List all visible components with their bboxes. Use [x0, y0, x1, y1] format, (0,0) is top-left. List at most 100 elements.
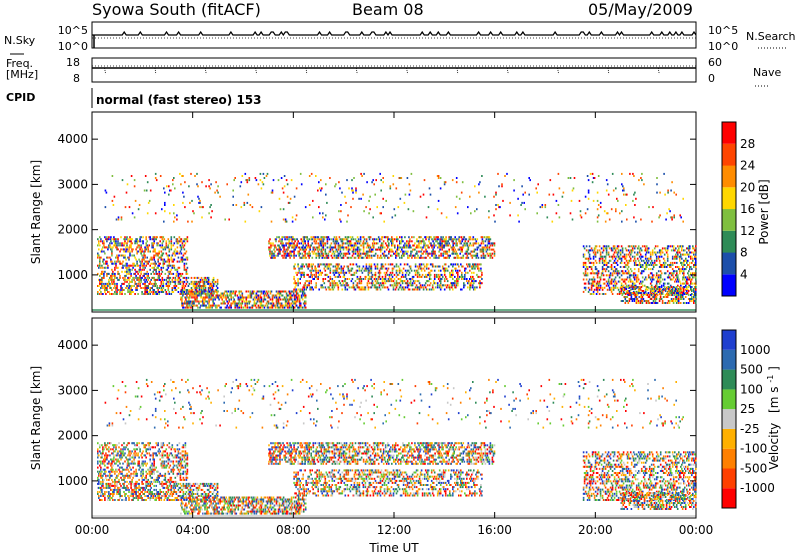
scatter-cell: [322, 238, 325, 241]
scatter-cell: [122, 276, 124, 279]
scatter-cell: [428, 246, 430, 249]
scatter-cell: [457, 284, 459, 287]
scatter-cell: [669, 278, 672, 281]
scatter-cell: [658, 255, 661, 258]
scatter-cell: [403, 280, 406, 283]
scatter-cell: [604, 293, 607, 295]
scatter-cell: [368, 248, 371, 251]
scatter-cell: [656, 251, 659, 254]
scatter-cell: [583, 261, 586, 264]
scatter-cell: [179, 278, 182, 281]
scatter-cell: [121, 291, 123, 293]
scatter-cell: [482, 242, 485, 245]
scatter-cell: [220, 292, 222, 295]
scatter-cell: [103, 250, 105, 253]
scatter-cell: [656, 290, 659, 293]
scatter-cell: [675, 298, 678, 300]
scatter-cell: [211, 293, 214, 295]
scatter-cell: [332, 246, 335, 249]
scatter-cell: [174, 282, 177, 285]
scatter-cell: [664, 272, 667, 275]
scatter-cell: [399, 263, 402, 266]
scatter-cell: [439, 246, 441, 249]
scatter-cell: [328, 288, 331, 291]
scatter-cell: [471, 267, 473, 270]
scatter-cell: [636, 274, 639, 277]
scatter-cell: [616, 272, 619, 275]
scatter-cell: [629, 268, 632, 271]
scatter-cell: [131, 268, 133, 271]
scatter-cell: [637, 270, 640, 273]
scatter-cell: [299, 248, 301, 251]
scatter-cell: [615, 261, 618, 264]
scatter-cell: [404, 269, 407, 272]
scatter-cell: [145, 278, 147, 281]
scatter-cell: [269, 246, 271, 249]
scatter-cell: [396, 273, 399, 276]
scatter-cell: [624, 257, 627, 260]
scatter-cell: [180, 258, 183, 261]
scatter-cell: [144, 293, 146, 295]
scatter-cell: [178, 260, 181, 263]
scatter-cell: [491, 256, 494, 259]
scatter-cell: [250, 292, 253, 295]
scatter-cell: [674, 261, 676, 264]
scatter-cell: [400, 246, 402, 249]
scatter-cell: [157, 276, 159, 279]
scatter-cell: [269, 252, 271, 255]
scatter-cell: [114, 238, 116, 241]
scatter-cell: [358, 288, 361, 291]
scatter-cell: [431, 265, 434, 268]
scatter-cell: [292, 246, 294, 249]
power-scatter: [92, 172, 697, 311]
scatter-cell: [194, 287, 197, 289]
scatter-cell: [422, 286, 425, 289]
scatter-cell: [682, 278, 684, 281]
scatter-cell: [122, 254, 124, 257]
scatter-cell: [461, 273, 463, 276]
scatter-cell: [301, 263, 303, 266]
scatter-cell: [462, 236, 465, 239]
scatter-cell: [263, 294, 266, 297]
scatter-cell: [463, 282, 465, 285]
scatter-cell: [366, 252, 369, 255]
scatter-cell: [197, 300, 199, 303]
scatter-cell: [678, 286, 681, 288]
scatter-cell: [286, 248, 288, 251]
scatter-cell: [480, 236, 483, 239]
scatter-cell: [163, 278, 166, 281]
scatter-cell: [125, 266, 127, 269]
scatter-cell: [620, 278, 623, 281]
scatter-cell: [119, 242, 121, 245]
scatter-cell: [446, 242, 448, 245]
scatter-cell: [485, 246, 488, 249]
scatter-cell: [301, 246, 303, 249]
scatter-cell: [186, 292, 188, 295]
freq-label: Freq.: [6, 57, 33, 70]
scatter-cell: [343, 252, 346, 255]
scatter-cell: [452, 244, 454, 247]
scatter-cell: [301, 298, 304, 301]
scatter-cell: [282, 242, 284, 245]
scatter-cell: [98, 242, 100, 245]
scatter-cell: [592, 290, 595, 293]
scatter-cell: [596, 270, 599, 273]
scatter-cell: [637, 292, 640, 294]
scatter-cell: [177, 272, 180, 275]
scatter-cell: [162, 248, 165, 251]
scatter-cell: [601, 288, 604, 291]
scatter-cell: [647, 257, 650, 260]
scatter-cell: [676, 272, 678, 275]
scatter-cell: [161, 238, 164, 241]
scatter-cell: [260, 300, 263, 303]
scatter-cell: [433, 250, 435, 253]
scatter-cell: [107, 285, 109, 287]
scatter-cell: [168, 250, 171, 253]
scatter-cell: [176, 238, 179, 241]
scatter-cell: [358, 242, 361, 245]
scatter-cell: [376, 248, 379, 251]
scatter-cell: [462, 254, 465, 257]
scatter-cell: [677, 296, 680, 298]
scatter-cell: [417, 246, 419, 249]
scatter-cell: [476, 265, 478, 268]
